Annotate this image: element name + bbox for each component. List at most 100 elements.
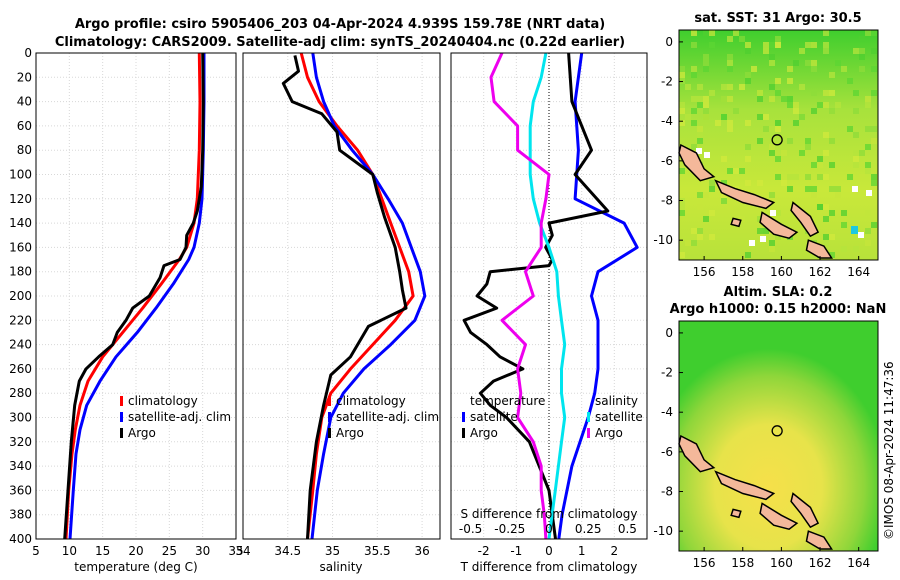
sst-pixel (865, 96, 871, 102)
sst-pixel (787, 66, 793, 72)
sst-pixel (739, 84, 745, 90)
series-line-s-argo (489, 52, 551, 540)
sst-pixel (727, 96, 733, 102)
sst-missing-pixel (749, 240, 755, 246)
sst-pixel (769, 54, 775, 60)
sst-pixel (769, 144, 775, 150)
sst-pixel (787, 138, 793, 144)
sst-pixel (697, 138, 703, 144)
sst-pixel (721, 96, 727, 102)
map-x-tick-label: 162 (809, 556, 832, 570)
sst-pixel (823, 216, 829, 222)
sst-pixel (775, 120, 781, 126)
sst-pixel (721, 84, 727, 90)
sst-pixel (757, 138, 763, 144)
sst-pixel (757, 96, 763, 102)
sst-pixel (745, 144, 751, 150)
series-line-s-satellite (528, 52, 567, 540)
sst-pixel (829, 234, 835, 240)
sst-pixel (859, 66, 865, 72)
sst-pixel (775, 234, 781, 240)
sst-pixel (763, 114, 769, 120)
sst-pixel (805, 60, 811, 66)
sst-pixel (859, 36, 865, 42)
island (714, 470, 776, 501)
sst-pixel (679, 72, 685, 78)
s-diff-tick-label: 0.25 (575, 522, 602, 536)
map-y-tick-label: -8 (661, 485, 673, 499)
sst-pixel (691, 228, 697, 234)
x-tick-label: 10 (62, 544, 77, 558)
sst-pixel (745, 180, 751, 186)
sst-pixel (871, 66, 877, 72)
sst-pixel (823, 150, 829, 156)
sst-pixel (811, 42, 817, 48)
sst-pixel (769, 126, 775, 132)
sst-pixel (793, 120, 799, 126)
map-y-tick-label: -2 (661, 75, 673, 89)
sst-pixel (823, 42, 829, 48)
sst-pixel (727, 36, 733, 42)
sst-pixel (691, 120, 697, 126)
sst-pixel (751, 66, 757, 72)
map-x-tick-label: 160 (770, 556, 793, 570)
y-tick-label: 140 (9, 216, 32, 230)
sst-pixel (679, 168, 685, 174)
y-tick-label: 220 (9, 313, 32, 327)
sst-pixel (823, 132, 829, 138)
sst-pixel (679, 204, 685, 210)
sst-pixel (859, 54, 865, 60)
sla-map-title2: Argo h1000: 0.15 h2000: NaN (670, 302, 887, 317)
s-diff-tick-label: 0.5 (618, 522, 637, 536)
sst-pixel (787, 78, 793, 84)
island (790, 201, 820, 238)
sst-pixel (781, 180, 787, 186)
series-line-argo (281, 55, 408, 540)
sst-pixel (853, 156, 859, 162)
legend-temperature: temperature (470, 394, 545, 408)
y-tick-label: 120 (9, 192, 32, 206)
legend-swatch-argo (120, 428, 123, 438)
sst-pixel (829, 252, 835, 258)
sst-pixel (709, 138, 715, 144)
legend-swatch-climatology (120, 396, 123, 406)
sst-pixel (709, 234, 715, 240)
temperature-plot-frame (35, 52, 237, 540)
sst-pixel (799, 150, 805, 156)
legend-climatology: climatology (336, 394, 406, 408)
sst-pixel (853, 90, 859, 96)
sst-pixel (691, 240, 697, 246)
sst-pixel (853, 108, 859, 114)
y-tick-label: 340 (9, 459, 32, 473)
sst-pixel (709, 42, 715, 48)
sst-pixel (775, 210, 781, 216)
sst-pixel (853, 246, 859, 252)
sst-pixel (703, 216, 709, 222)
sst-pixel (679, 252, 685, 258)
sst-pixel (745, 156, 751, 162)
sst-missing-pixel (858, 232, 864, 238)
sst-pixel (829, 138, 835, 144)
sst-pixel (733, 108, 739, 114)
map-y-tick-label: -10 (653, 524, 673, 538)
series-line-argo (63, 52, 205, 540)
x-tick-label: 15 (95, 544, 110, 558)
sst-pixel (739, 168, 745, 174)
sst-pixel (769, 240, 775, 246)
legend-swatch-t-argo (462, 428, 465, 438)
sst-pixel (823, 102, 829, 108)
sst-map-title: sat. SST: 31 Argo: 30.5 (694, 11, 861, 26)
sst-pixel (823, 234, 829, 240)
y-tick-label: 380 (9, 508, 32, 522)
sst-pixel (703, 102, 709, 108)
island (759, 502, 799, 531)
map-x-tick-label: 164 (847, 556, 870, 570)
sst-pixel (745, 48, 751, 54)
x-tick-label: 0 (545, 544, 553, 558)
sst-pixel (865, 102, 871, 108)
sst-pixel (727, 126, 733, 132)
sst-pixel (709, 186, 715, 192)
sst-pixel (853, 48, 859, 54)
sst-pixel (709, 30, 715, 36)
legend-argo: Argo (336, 426, 364, 440)
